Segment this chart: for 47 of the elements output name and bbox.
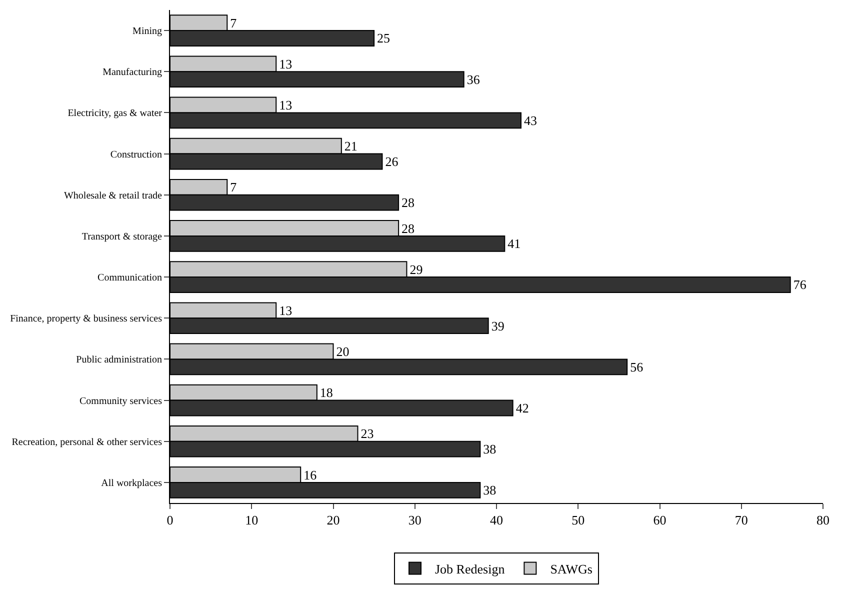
y-tick-label: Recreation, personal & other services <box>12 436 162 448</box>
data-label: 26 <box>385 154 399 169</box>
x-tick-label: 50 <box>572 512 585 528</box>
x-tick-label: 30 <box>408 512 422 528</box>
y-tick-label: Transport & storage <box>82 231 163 242</box>
data-label: 36 <box>466 72 480 87</box>
y-tick-label: Community services <box>80 396 162 407</box>
data-label: 28 <box>402 220 415 236</box>
x-tick-label: 70 <box>734 512 748 528</box>
data-label: 38 <box>483 442 496 457</box>
x-tick-label: 80 <box>816 512 830 528</box>
legend-label: SAWGs <box>550 561 592 576</box>
x-tick-label: 0 <box>166 512 174 528</box>
y-tick-label: Mining <box>132 26 162 38</box>
legend-label: Job Redesign <box>435 561 506 576</box>
y-tick-label: Communication <box>98 272 162 284</box>
data-label: 7 <box>230 180 238 195</box>
data-label: 21 <box>344 138 358 154</box>
data-label: 76 <box>793 277 807 292</box>
y-tick-label: Wholesale & retail trade <box>64 190 163 202</box>
data-label: 16 <box>304 467 318 482</box>
y-tick-label: All workplaces <box>101 478 162 489</box>
data-label: 38 <box>483 482 496 498</box>
data-label: 28 <box>402 195 415 210</box>
y-tick-label: Manufacturing <box>102 67 162 78</box>
data-label: 13 <box>279 302 292 318</box>
x-tick-label: 10 <box>245 512 258 528</box>
data-label: 29 <box>410 262 423 277</box>
data-label: 13 <box>279 98 292 113</box>
data-label: 56 <box>630 359 644 374</box>
data-label: 25 <box>377 30 390 46</box>
data-label: 23 <box>360 426 374 442</box>
data-label: 43 <box>524 112 537 128</box>
x-tick-label: 60 <box>653 512 666 528</box>
data-label: 39 <box>491 318 504 334</box>
x-tick-label: 20 <box>326 512 340 528</box>
y-tick-label: Construction <box>110 149 162 160</box>
y-tick-label: Electricity, gas & water <box>68 108 163 120</box>
data-label: 13 <box>279 56 292 72</box>
data-label: 41 <box>508 236 521 252</box>
y-tick-label: Finance, property & business services <box>10 314 162 325</box>
data-label: 18 <box>320 385 333 400</box>
data-label: 7 <box>230 15 238 30</box>
data-label: 20 <box>336 344 350 360</box>
y-tick-label: Public administration <box>76 354 162 366</box>
data-label: 42 <box>516 400 529 416</box>
x-tick-label: 40 <box>490 512 503 528</box>
